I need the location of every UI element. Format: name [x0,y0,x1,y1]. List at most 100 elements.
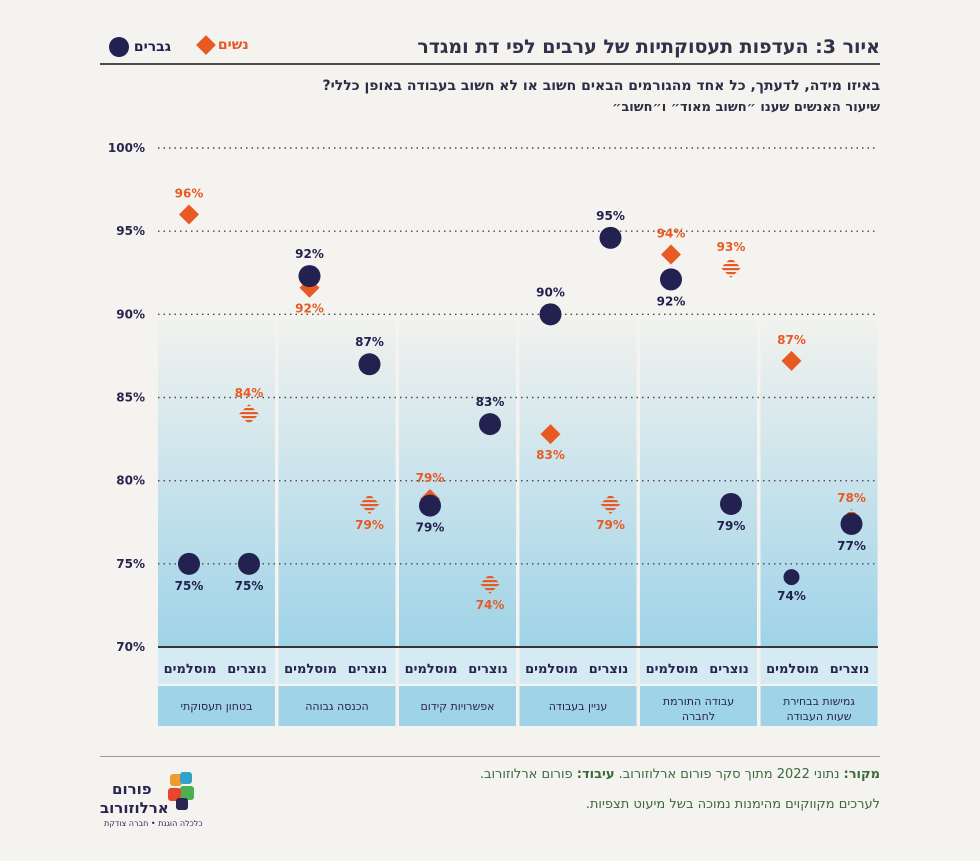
source-text: נתוני 2022 מתוך סקר פורום ארלוזורוב. [614,767,844,782]
group-label: שעות העבודה [786,710,851,723]
women-value-label: 74% [476,598,505,612]
subgroup-label: נוצרים [348,662,388,677]
y-tick-label: 85% [116,391,145,405]
subgroup-label-band [760,647,878,684]
women-value-label: 83% [536,448,565,462]
group-label-band [640,686,757,726]
women-value-label: 93% [717,240,746,254]
group-label: בטחון תעסוקתי [181,700,253,713]
group-label: גמישות בבחירת [783,695,855,708]
women-value-label: 92% [295,302,324,316]
group-label: עבודה התורמת [663,695,734,708]
men-value-label: 74% [777,589,806,603]
men-circle-point [298,265,321,288]
men-circle-point [720,492,742,515]
column-band [640,309,757,647]
legend-women: נשים [191,35,249,55]
legend-women-label: נשים [217,37,249,53]
circle-icon [109,37,129,57]
y-tick-label: 90% [116,307,145,321]
reliability-note: לערכים מקווקוים מהימנות נמוכה בשל מיעוט … [585,797,880,812]
women-value-label: 87% [777,333,806,347]
men-circle-point [840,512,863,535]
y-tick-label: 75% [116,557,145,571]
men-value-label: 83% [476,395,505,409]
column-band [519,309,637,647]
men-circle-point [539,303,562,326]
subgroup-label-band [278,647,396,684]
subgroup-label-band [640,647,757,684]
women-diamond-point [781,350,802,371]
subgroup-label: מוסלמים [525,662,578,677]
logo-line2: ארלוזורוב [100,799,169,817]
group-label: לחברה [682,710,715,723]
subgroup-label: מוסלמים [405,662,458,677]
group-label: אפשרויות קידום [421,700,495,713]
men-circle-point [178,552,200,575]
women-diamond-point [600,493,621,514]
women-diamond-point [179,204,199,225]
processing-text: פורום ארלוזורוב. [479,767,577,782]
group-label-band [278,686,396,726]
women-diamond-point [239,404,259,425]
women-diamond-point [721,257,741,278]
subgroup-label: מוסלמים [646,662,699,677]
men-value-label: 92% [657,294,686,308]
column-band [399,309,516,647]
women-value-label: 78% [837,491,866,505]
y-tick-label: 80% [116,474,145,488]
women-value-label: 96% [175,187,204,201]
footer-divider [100,756,880,757]
women-value-label: 84% [235,386,264,400]
logo-tagline: כלכלה הוגנת • חברה צודקת [104,819,203,828]
subgroup-label-band [399,647,516,684]
chart-title: איור 3: העדפות תעסוקתיות של ערבים לפי דת… [417,36,880,58]
men-value-label: 90% [536,285,565,299]
survey-subquestion: שיעור האנשים שענו ״חשוב מאוד״ ו״חשוב״ [612,100,880,115]
men-value-label: 77% [837,539,866,553]
men-value-label: 92% [295,247,324,261]
men-value-label: 79% [416,521,445,535]
survey-question: באיזו מידה, לדעתך, כל אחד מהגורמים הבאים… [322,78,880,94]
subgroup-label-band [158,647,275,684]
column-band [760,309,878,647]
women-diamond-point [661,244,681,265]
women-value-label: 79% [416,471,445,485]
logo: פורום ארלוזורוב כלכלה הוגנת • חברה צודקת [100,770,210,830]
women-diamond-point [480,573,500,594]
logo-line1: פורום [112,780,152,798]
men-value-label: 79% [717,519,746,533]
column-band [158,309,275,647]
y-tick-label: 70% [116,640,145,654]
logo-mark-icon [168,772,194,810]
source-label: מקור: [843,767,880,782]
men-circle-point [479,413,501,436]
subgroup-label: נוצרים [227,662,267,677]
group-label-band [158,686,275,726]
subgroup-label: מוסלמים [164,662,217,677]
group-label: הכנסה גבוהה [305,700,369,713]
men-circle-point [660,268,682,291]
subgroup-label: נוצרים [830,662,870,677]
men-circle-point [783,569,800,586]
subgroup-label: נוצרים [468,662,508,677]
women-value-label: 79% [355,518,384,532]
source-note: מקור: נתוני 2022 מתוך סקר פורום ארלוזורו… [480,767,880,782]
subgroup-label: מוסלמים [284,662,337,677]
group-label-band [519,686,637,726]
subgroup-label-band [519,647,637,684]
group-label-band [399,686,516,726]
processing-label: עיבוד: [576,767,615,782]
title-divider [100,63,880,65]
legend-men-label: גברים [133,39,171,55]
group-label-band [760,686,878,726]
men-value-label: 75% [175,579,204,593]
women-value-label: 94% [657,226,686,240]
men-circle-point [238,552,260,575]
men-circle-point [419,494,441,517]
subgroup-label: נוצרים [589,662,629,677]
women-diamond-point [540,424,561,445]
legend-men: גברים [103,37,171,57]
women-value-label: 79% [596,518,625,532]
